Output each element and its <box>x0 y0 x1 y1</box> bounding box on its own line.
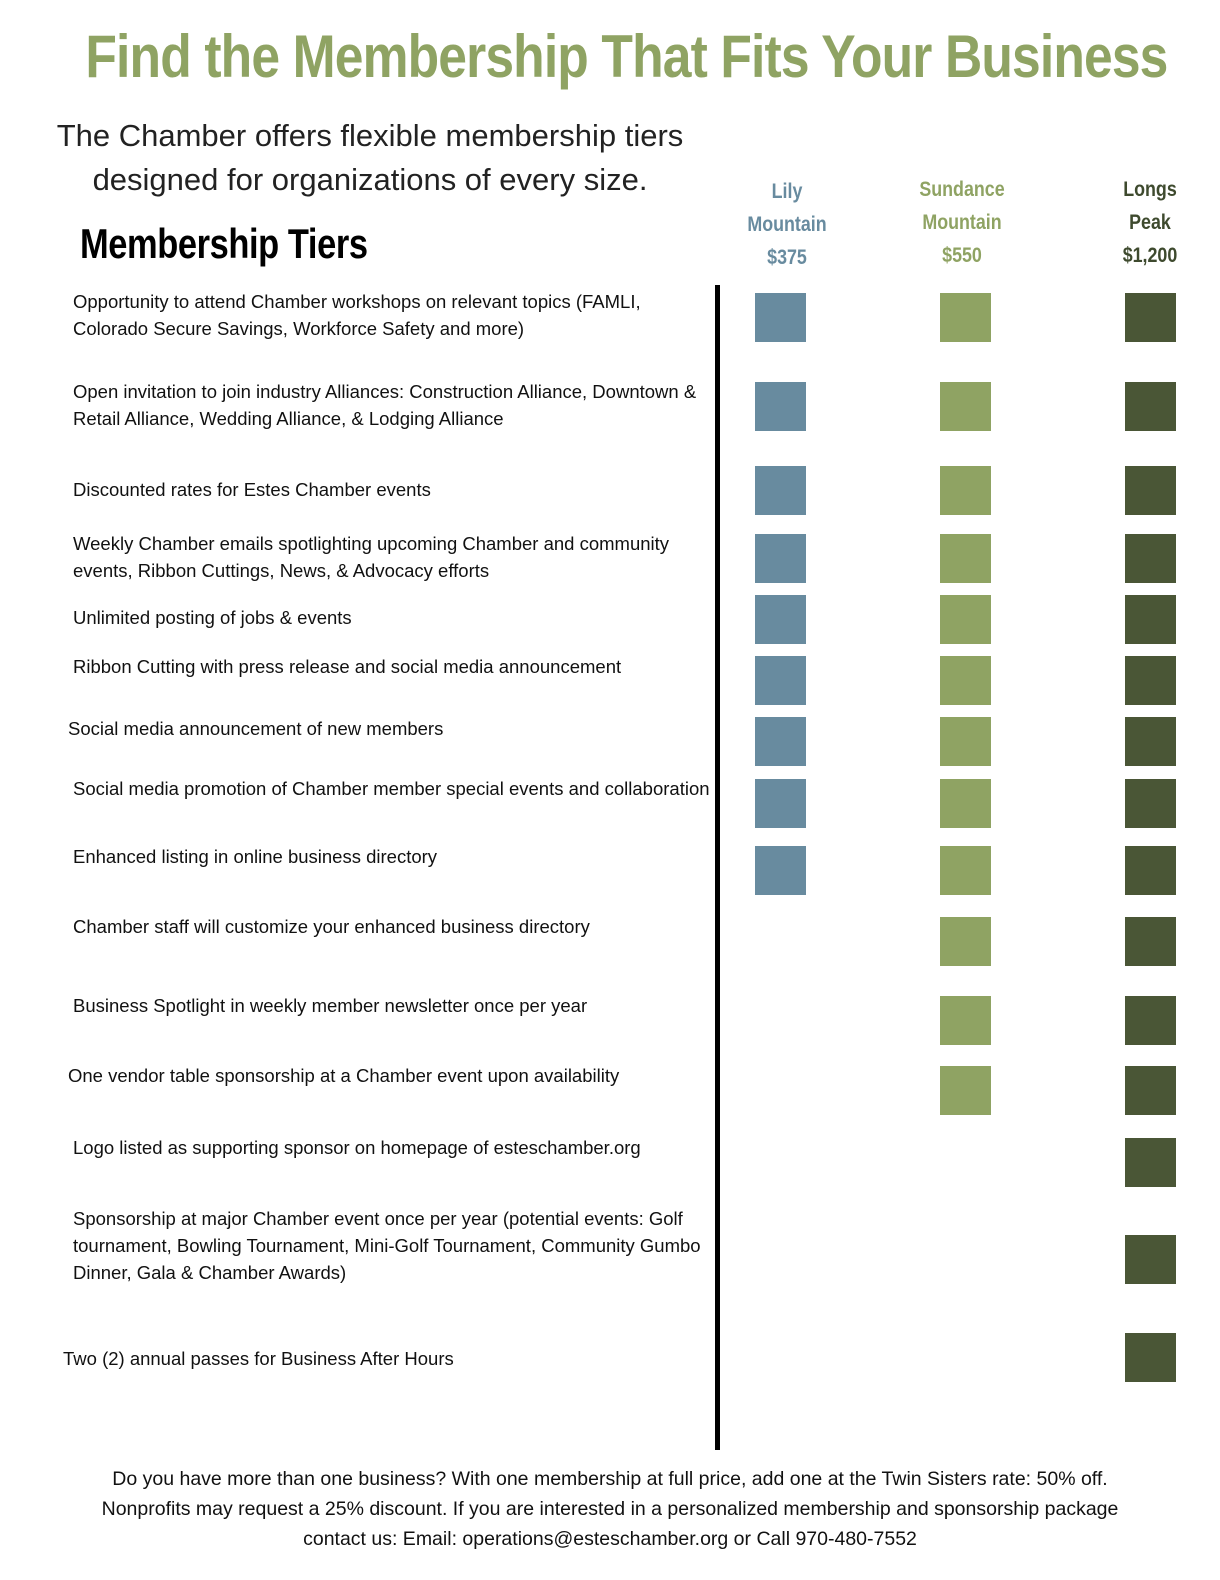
included-square-icon <box>1125 917 1176 966</box>
included-square-icon <box>1125 595 1176 644</box>
included-square-icon <box>940 293 991 342</box>
intro-line-1: The Chamber offers flexible membership t… <box>56 118 684 153</box>
included-square-icon <box>755 534 806 583</box>
section-heading: Membership Tiers <box>80 220 368 267</box>
included-square-icon <box>1125 846 1176 895</box>
included-square-icon <box>940 466 991 515</box>
included-square-icon <box>1125 1235 1176 1284</box>
feature-text: Social media promotion of Chamber member… <box>73 778 710 799</box>
included-square-icon <box>1125 293 1176 342</box>
included-square-icon <box>1125 656 1176 705</box>
tier-name-line-1: Longs <box>1123 178 1177 201</box>
included-square-icon <box>1125 534 1176 583</box>
included-square-icon <box>940 534 991 583</box>
tier-header-lily-mountain: Lily Mountain $375 <box>732 175 843 274</box>
feature-text: Business Spotlight in weekly member news… <box>73 995 588 1016</box>
included-square-icon <box>940 717 991 766</box>
included-square-icon <box>940 595 991 644</box>
included-square-icon <box>940 1066 991 1115</box>
feature-text: Sponsorship at major Chamber event once … <box>73 1208 701 1283</box>
feature-text: Logo listed as supporting sponsor on hom… <box>73 1137 641 1158</box>
feature-text: Chamber staff will customize your enhanc… <box>73 916 590 937</box>
included-square-icon <box>1125 996 1176 1045</box>
included-square-icon <box>940 382 991 431</box>
tier-header-sundance-mountain: Sundance Mountain $550 <box>907 173 1018 272</box>
included-square-icon <box>755 382 806 431</box>
page-title: Find the Membership That Fits Your Busin… <box>85 23 1168 90</box>
footer-line-2: Nonprofits may request a 25% discount. I… <box>101 1498 1119 1520</box>
tier-name-line-1: Sundance <box>919 178 1005 201</box>
intro-line-2: designed for organizations of every size… <box>92 162 648 197</box>
included-square-icon <box>940 996 991 1045</box>
included-square-icon <box>1125 717 1176 766</box>
feature-text: Two (2) annual passes for Business After… <box>63 1348 454 1369</box>
included-square-icon <box>1125 466 1176 515</box>
tier-price: $1,200 <box>1122 244 1178 267</box>
included-square-icon <box>1125 1138 1176 1187</box>
tier-header-longs-peak: Longs Peak $1,200 <box>1095 173 1206 272</box>
feature-text: Discounted rates for Estes Chamber event… <box>73 479 431 500</box>
feature-text: Enhanced listing in online business dire… <box>73 846 438 867</box>
intro-text: The Chamber offers flexible membership t… <box>20 114 720 202</box>
included-square-icon <box>1125 1066 1176 1115</box>
included-square-icon <box>1125 779 1176 828</box>
included-square-icon <box>940 656 991 705</box>
tier-name-line-2: Mountain <box>922 211 1002 234</box>
feature-text: Weekly Chamber emails spotlighting upcom… <box>73 533 670 581</box>
feature-text: Unlimited posting of jobs & events <box>73 607 352 628</box>
vertical-divider <box>715 285 720 1450</box>
included-square-icon <box>755 717 806 766</box>
included-square-icon <box>940 779 991 828</box>
included-square-icon <box>1125 382 1176 431</box>
tier-name-line-2: Peak <box>1129 211 1171 234</box>
included-square-icon <box>755 595 806 644</box>
included-square-icon <box>940 846 991 895</box>
feature-text: Opportunity to attend Chamber workshops … <box>73 291 641 339</box>
included-square-icon <box>1125 1333 1176 1382</box>
feature-text: Ribbon Cutting with press release and so… <box>73 656 622 677</box>
tier-price: $550 <box>942 244 982 267</box>
feature-text: Open invitation to join industry Allianc… <box>73 381 697 429</box>
tier-name-line-2: Mountain <box>747 213 827 236</box>
feature-text: One vendor table sponsorship at a Chambe… <box>68 1065 620 1086</box>
footer-note: Do you have more than one business? With… <box>0 1464 1220 1554</box>
included-square-icon <box>940 917 991 966</box>
included-square-icon <box>755 779 806 828</box>
tier-price: $375 <box>767 246 807 269</box>
included-square-icon <box>755 846 806 895</box>
feature-text: Social media announcement of new members <box>68 718 444 739</box>
tier-name-line-1: Lily <box>771 180 803 203</box>
included-square-icon <box>755 656 806 705</box>
included-square-icon <box>755 293 806 342</box>
footer-line-3: contact us: Email: operations@esteschamb… <box>303 1528 917 1550</box>
footer-line-1: Do you have more than one business? With… <box>112 1468 1108 1490</box>
included-square-icon <box>755 466 806 515</box>
